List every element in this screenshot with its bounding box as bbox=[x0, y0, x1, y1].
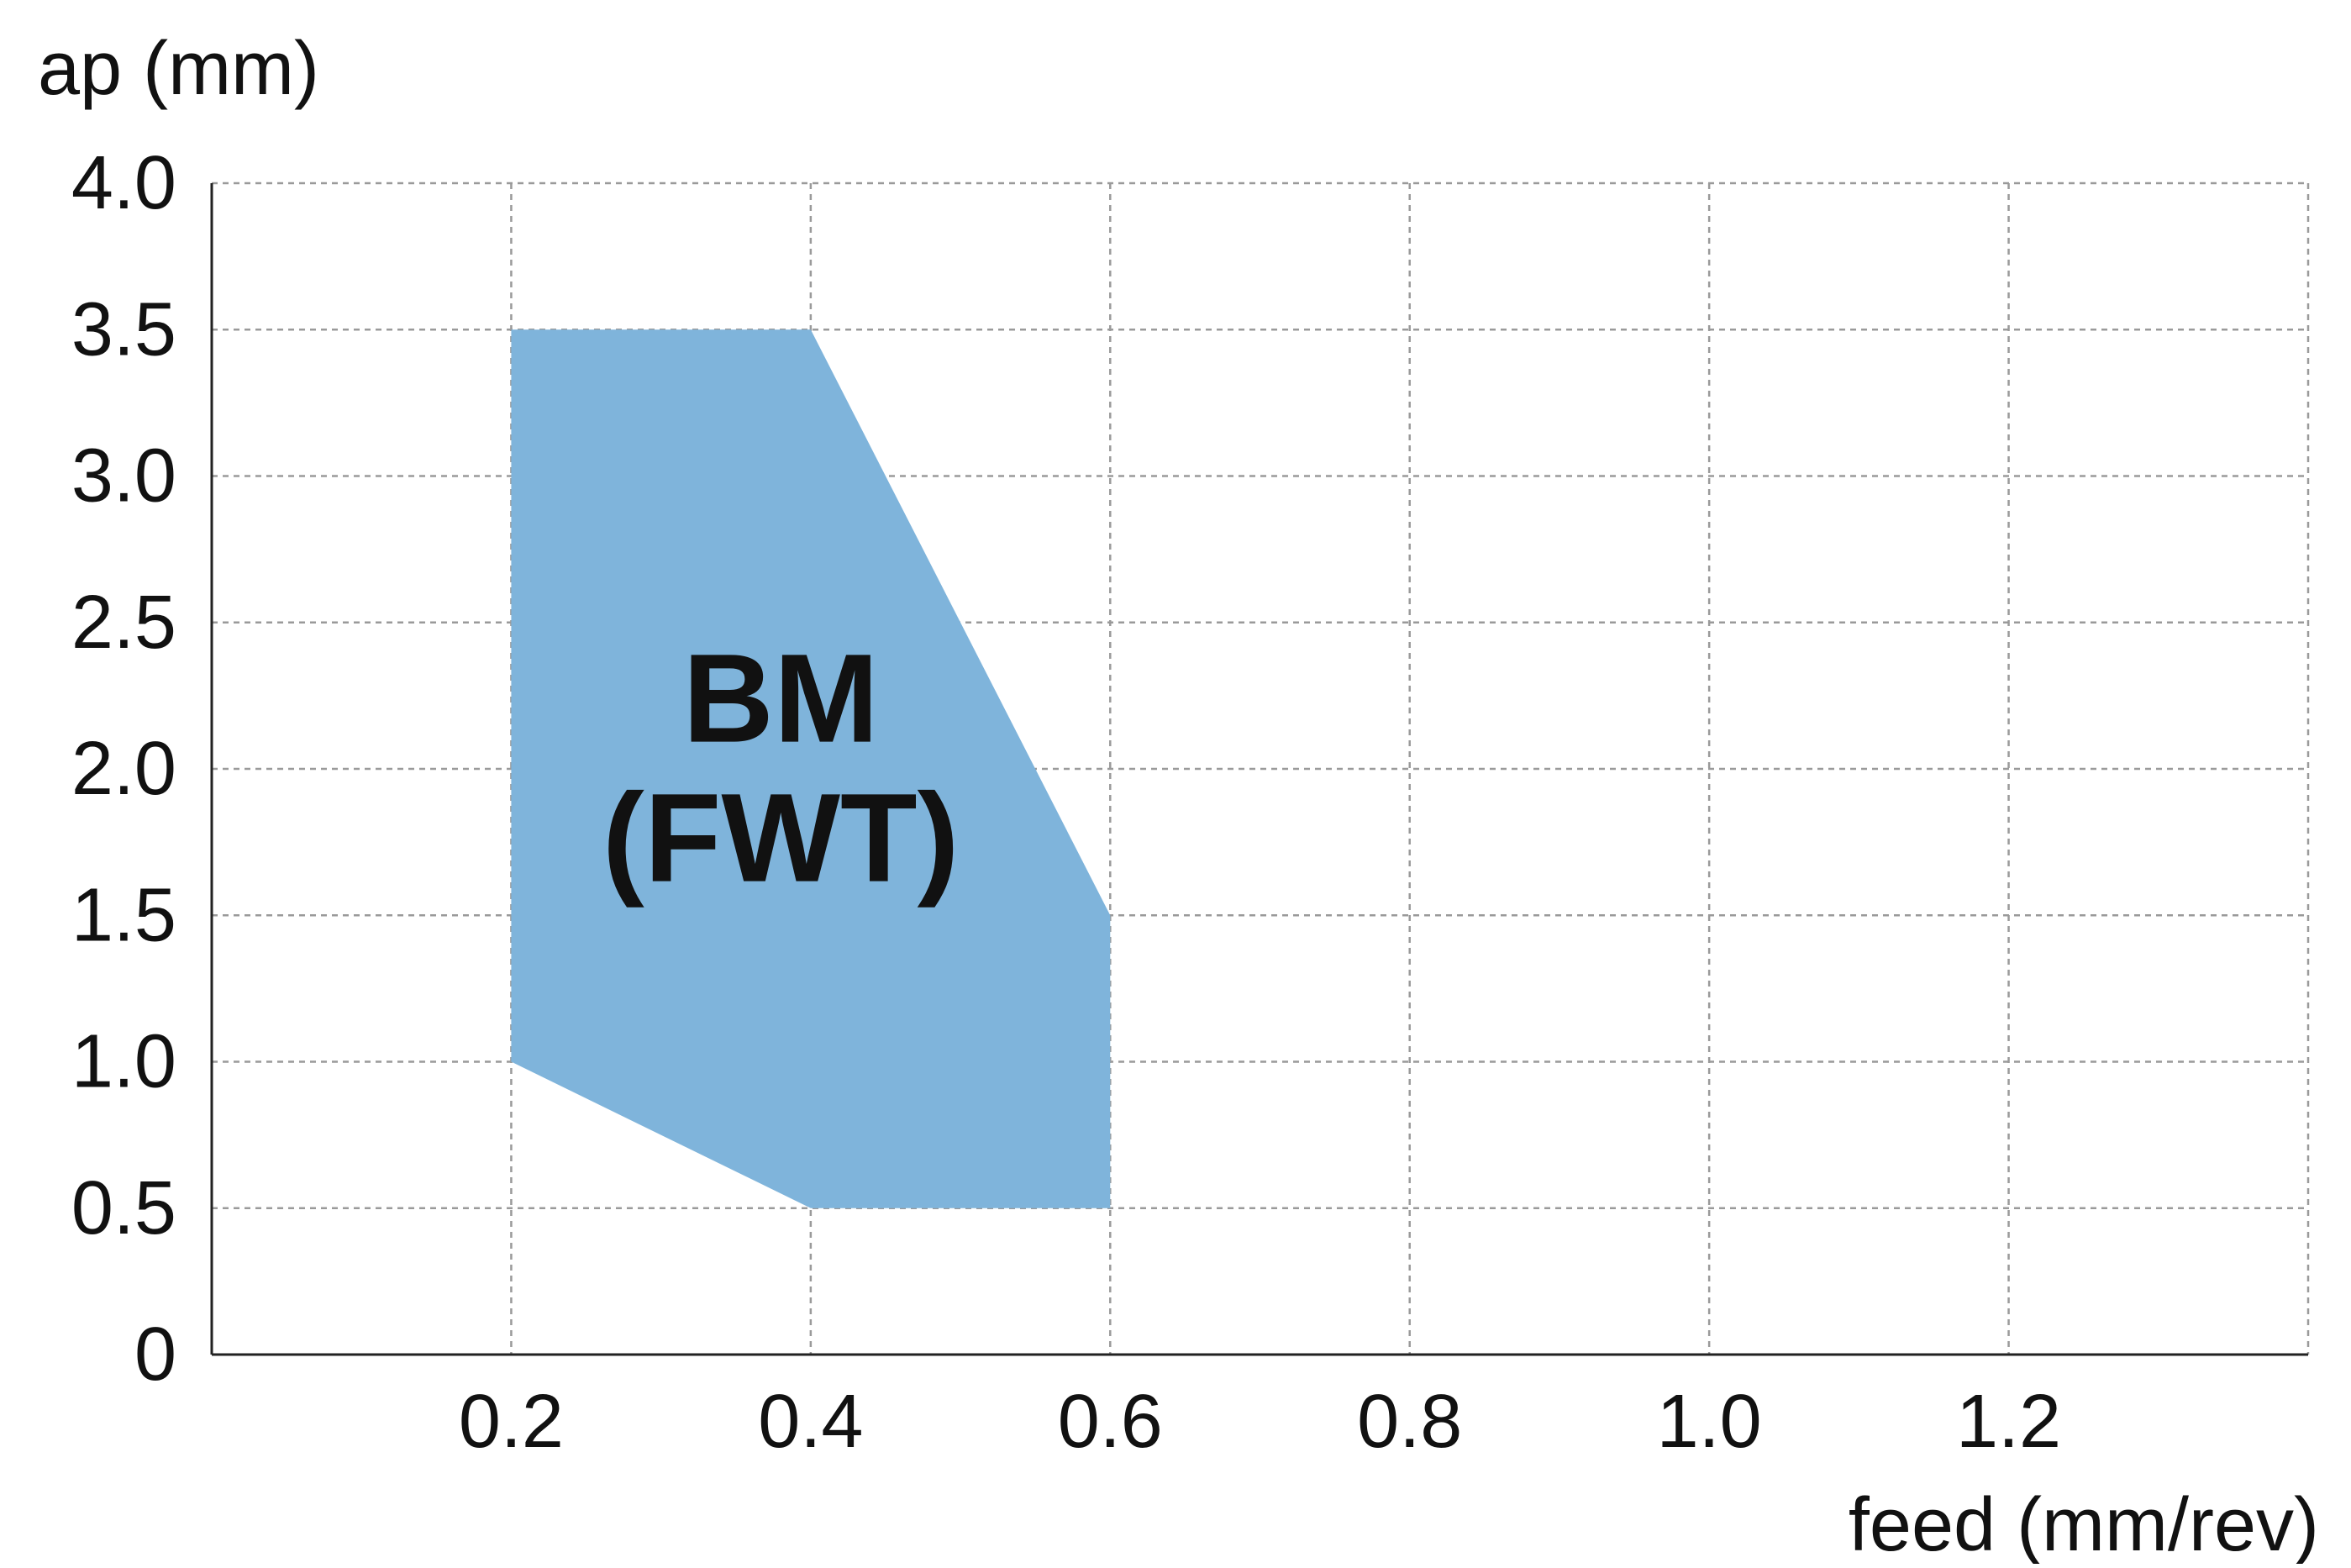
y-tick-label-8: 4.0 bbox=[71, 141, 176, 225]
y-tick-label-3: 1.5 bbox=[71, 873, 176, 957]
y-tick-label-1: 0.5 bbox=[71, 1166, 176, 1250]
x-axis-title: feed (mm/rev) bbox=[1849, 1483, 2319, 1564]
x-tick-label-5: 1.2 bbox=[1956, 1380, 2061, 1464]
x-tick-label-1: 0.4 bbox=[758, 1380, 863, 1464]
x-tick-label-4: 1.0 bbox=[1657, 1380, 1762, 1464]
area-layer bbox=[511, 329, 1111, 1208]
x-tick-label-3: 0.8 bbox=[1357, 1380, 1462, 1464]
series-label: BM (FWT) bbox=[602, 628, 960, 908]
y-tick-label-5: 2.5 bbox=[71, 581, 176, 665]
x-tick-label-0: 0.2 bbox=[459, 1380, 564, 1464]
series-label-line2: (FWT) bbox=[602, 767, 960, 908]
axis-layer bbox=[210, 183, 2308, 1356]
y-axis-title: ap (mm) bbox=[38, 27, 319, 111]
tick-layer: 0 0.5 1.0 1.5 2.0 2.5 3.0 3.5 4.0 0.2 0.4 0.6 0.8 1.0… bbox=[71, 141, 2061, 1464]
area-region-0 bbox=[511, 329, 1111, 1208]
y-tick-label-6: 3.0 bbox=[71, 434, 176, 518]
series-label-line1: BM bbox=[683, 628, 879, 769]
y-tick-label-7: 3.5 bbox=[71, 287, 176, 371]
y-tick-label-4: 2.0 bbox=[71, 727, 176, 811]
y-tick-label-2: 1.0 bbox=[71, 1020, 176, 1104]
x-tick-label-2: 0.6 bbox=[1058, 1380, 1163, 1464]
y-tick-label-0: 0 bbox=[134, 1313, 176, 1397]
